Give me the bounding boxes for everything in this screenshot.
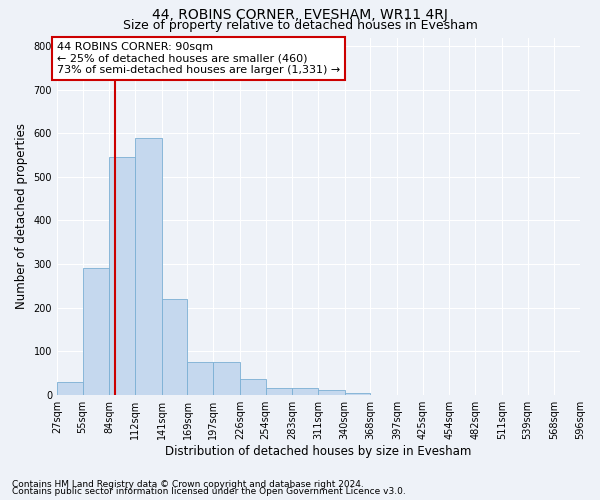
Text: 44, ROBINS CORNER, EVESHAM, WR11 4RJ: 44, ROBINS CORNER, EVESHAM, WR11 4RJ <box>152 8 448 22</box>
Bar <box>213 362 240 394</box>
Bar <box>162 299 187 394</box>
Text: Contains public sector information licensed under the Open Government Licence v3: Contains public sector information licen… <box>12 487 406 496</box>
Y-axis label: Number of detached properties: Number of detached properties <box>15 123 28 309</box>
Bar <box>344 392 370 394</box>
Bar <box>266 388 292 394</box>
Bar <box>83 268 109 394</box>
Text: Contains HM Land Registry data © Crown copyright and database right 2024.: Contains HM Land Registry data © Crown c… <box>12 480 364 489</box>
X-axis label: Distribution of detached houses by size in Evesham: Distribution of detached houses by size … <box>165 444 472 458</box>
Bar <box>109 158 135 394</box>
Bar <box>57 382 83 394</box>
Bar <box>187 362 213 394</box>
Text: 44 ROBINS CORNER: 90sqm
← 25% of detached houses are smaller (460)
73% of semi-d: 44 ROBINS CORNER: 90sqm ← 25% of detache… <box>57 42 340 75</box>
Bar <box>292 388 318 394</box>
Text: Size of property relative to detached houses in Evesham: Size of property relative to detached ho… <box>122 19 478 32</box>
Bar <box>135 138 162 394</box>
Bar <box>318 390 344 394</box>
Bar <box>240 380 266 394</box>
